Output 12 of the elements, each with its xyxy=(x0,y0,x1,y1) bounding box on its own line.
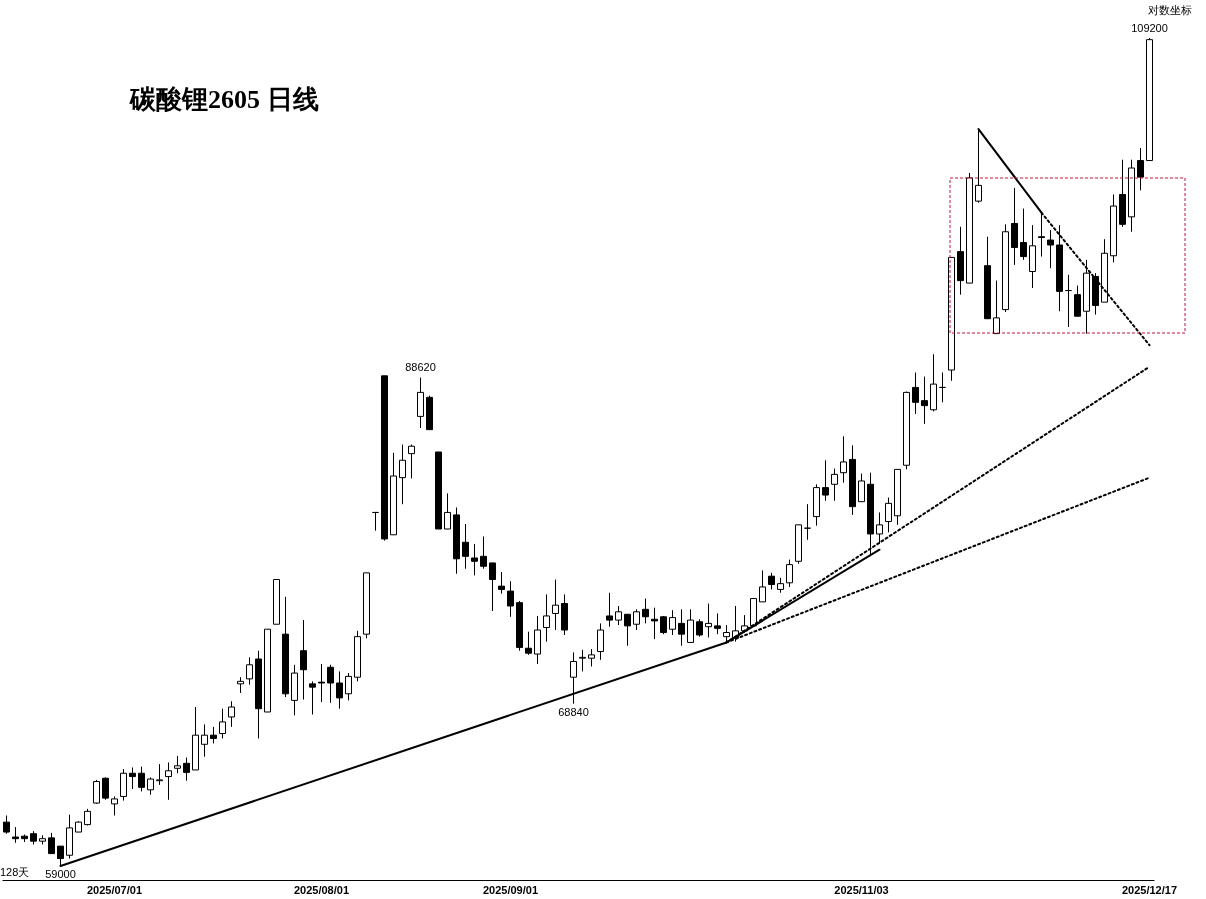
x-tick-label: 2025/07/01 xyxy=(86,883,143,896)
x-tick-label: 2025/11/03 xyxy=(834,883,889,896)
annotation: 128天 xyxy=(0,866,30,878)
x-tick-label: 2025/09/01 xyxy=(482,883,539,896)
x-tick-label: 2025/08/01 xyxy=(293,883,350,896)
text: 碳酸锂2605 日线 xyxy=(129,85,319,114)
annotation: 59000 xyxy=(45,868,76,880)
x-tick-label: 2025/12/17 xyxy=(1121,883,1178,896)
annotation: 68840 xyxy=(558,705,589,718)
annotation: 109200 xyxy=(1131,22,1168,34)
text: 对数坐标 xyxy=(1148,4,1192,16)
annotation: 88620 xyxy=(405,361,436,374)
